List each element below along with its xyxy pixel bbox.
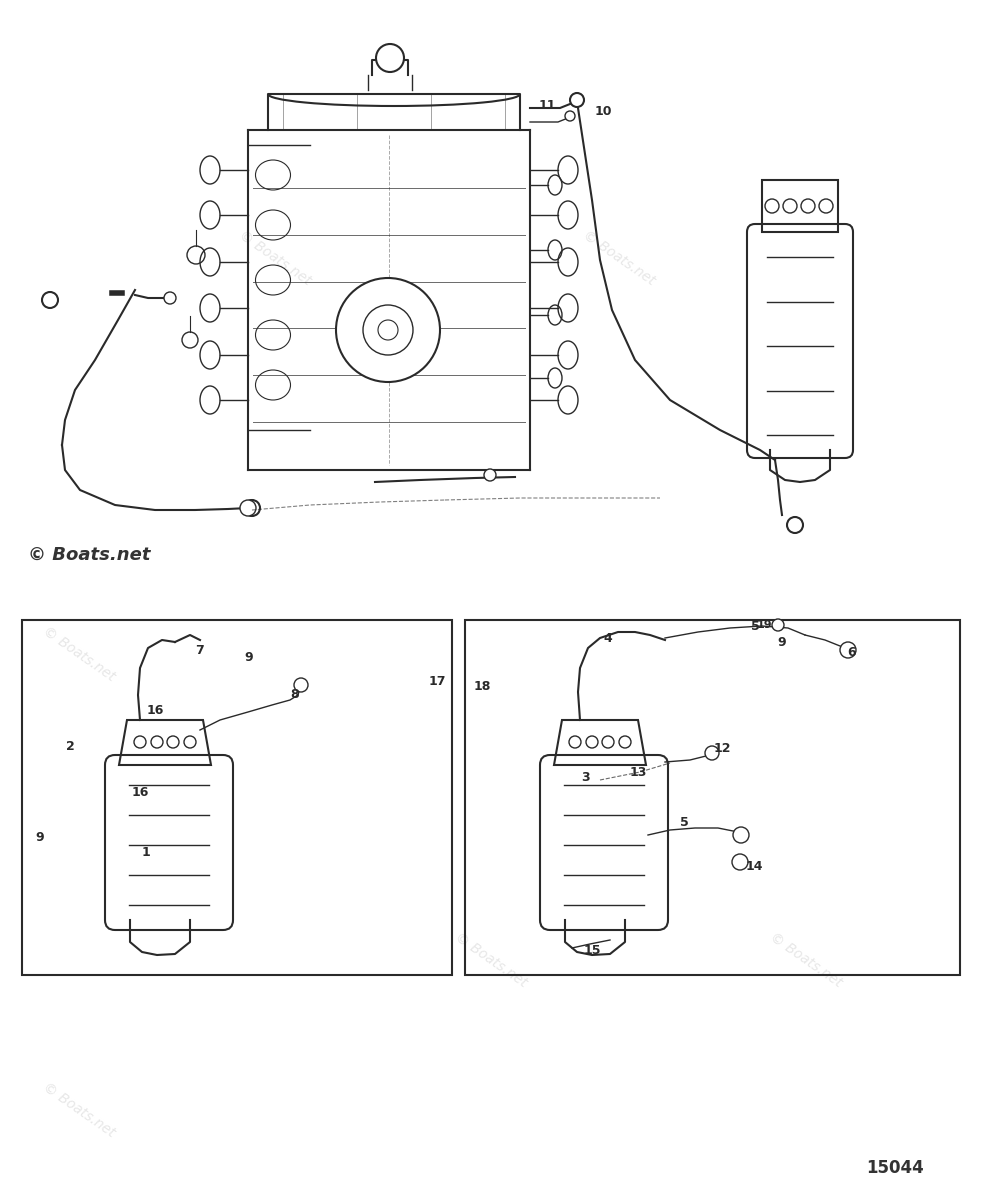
Text: 9: 9 [35,832,43,844]
Text: 8: 8 [291,689,299,702]
Text: 1: 1 [142,846,149,858]
Text: 10: 10 [595,106,612,118]
Circle shape [484,469,496,481]
Bar [762,180,838,232]
Text: 11: 11 [539,100,556,112]
Circle shape [134,736,146,748]
Text: 16: 16 [146,704,164,716]
Text: 14: 14 [745,859,763,872]
Text: 17: 17 [429,676,446,688]
Circle shape [378,320,398,340]
Circle shape [819,199,833,214]
Text: 18: 18 [474,680,492,692]
Circle shape [783,199,797,214]
Text: 5: 5 [751,620,760,634]
Text: 5: 5 [679,816,688,829]
Circle shape [705,746,719,760]
Bar [465,620,960,974]
Text: © Boats.net: © Boats.net [768,930,844,990]
Text: 4: 4 [604,631,612,644]
Text: 2: 2 [67,740,75,752]
Text: 12: 12 [714,742,730,755]
Text: 9: 9 [245,652,253,664]
Circle shape [733,827,749,842]
Text: 15044: 15044 [866,1159,924,1177]
Circle shape [164,292,176,304]
Text: © Boats.net: © Boats.net [40,1080,117,1140]
Circle shape [151,736,163,748]
Circle shape [772,619,784,631]
Text: 3: 3 [582,772,590,784]
Circle shape [570,92,584,107]
Circle shape [586,736,598,748]
Circle shape [363,305,413,355]
Circle shape [602,736,614,748]
Circle shape [167,736,179,748]
Text: © Boats.net: © Boats.net [28,546,150,564]
Bar [22,620,452,974]
Text: 7: 7 [196,643,204,656]
Text: 15: 15 [583,943,601,956]
Text: 19: 19 [756,620,772,630]
Circle shape [765,199,779,214]
Circle shape [801,199,815,214]
Text: 6: 6 [847,646,856,659]
Text: 9: 9 [778,636,785,648]
Circle shape [565,110,575,121]
Text: © Boats.net: © Boats.net [237,228,314,288]
Circle shape [294,678,308,692]
Text: 16: 16 [132,786,149,798]
Text: 13: 13 [629,766,647,779]
Circle shape [184,736,196,748]
Circle shape [336,278,440,382]
Circle shape [376,44,404,72]
Circle shape [569,736,581,748]
Text: © Boats.net: © Boats.net [581,228,658,288]
Circle shape [787,517,803,533]
Circle shape [240,500,256,516]
Circle shape [840,642,856,658]
Circle shape [732,854,748,870]
Circle shape [244,500,260,516]
Circle shape [42,292,58,308]
Circle shape [619,736,631,748]
Text: © Boats.net: © Boats.net [40,624,117,684]
Text: © Boats.net: © Boats.net [453,930,530,990]
